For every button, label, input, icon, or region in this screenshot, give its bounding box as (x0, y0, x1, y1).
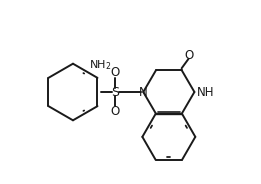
Text: O: O (185, 49, 194, 62)
Text: O: O (110, 66, 120, 79)
Text: NH: NH (197, 86, 215, 98)
Text: O: O (110, 105, 120, 118)
Text: NH$_2$: NH$_2$ (89, 59, 111, 72)
Text: S: S (111, 86, 119, 98)
Text: N: N (139, 86, 148, 98)
